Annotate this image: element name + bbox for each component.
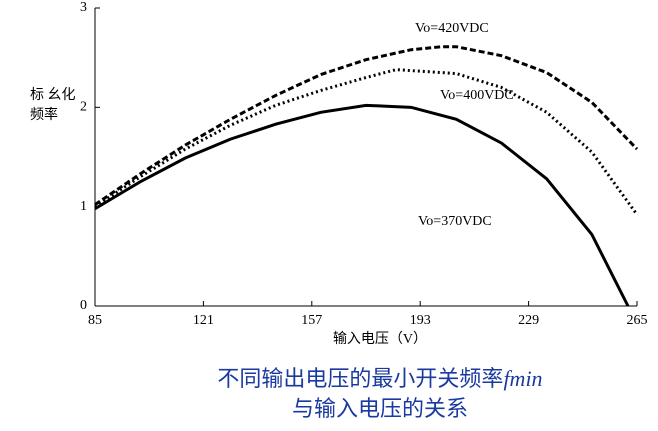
- series-line: [94, 68, 639, 216]
- x-tick-label: 157: [301, 313, 322, 328]
- x-tick-label: 265: [627, 313, 648, 328]
- caption-part: 与输入电压的关系: [292, 396, 468, 421]
- x-tick-label: 85: [88, 313, 102, 328]
- series-line: [94, 45, 639, 206]
- x-tick-label: 229: [518, 313, 539, 328]
- annotation: Vo=370VDC: [418, 214, 492, 229]
- caption: 不同输出电压的最小开关频率fmin: [217, 366, 542, 391]
- caption-part: fmin: [503, 366, 542, 391]
- y-tick-label: 0: [80, 298, 87, 313]
- annotation: Vo=420VDC: [415, 21, 489, 36]
- caption: 与输入电压的关系: [292, 396, 468, 421]
- x-tick-label: 121: [193, 313, 214, 328]
- annotation: Vo=400VDC: [440, 88, 514, 103]
- caption-part: 不同输出电压的最小开关频率: [217, 366, 503, 391]
- y-tick-label: 1: [80, 199, 87, 214]
- y-axis-label: 标 幺化: [30, 87, 76, 103]
- series-line: [94, 103, 630, 307]
- x-axis-label: 输入电压（V）: [333, 331, 427, 347]
- y-tick-label: 2: [80, 100, 87, 115]
- y-axis-label: 频率: [30, 106, 58, 123]
- y-tick-label: 3: [80, 0, 87, 15]
- x-tick-label: 193: [410, 313, 431, 328]
